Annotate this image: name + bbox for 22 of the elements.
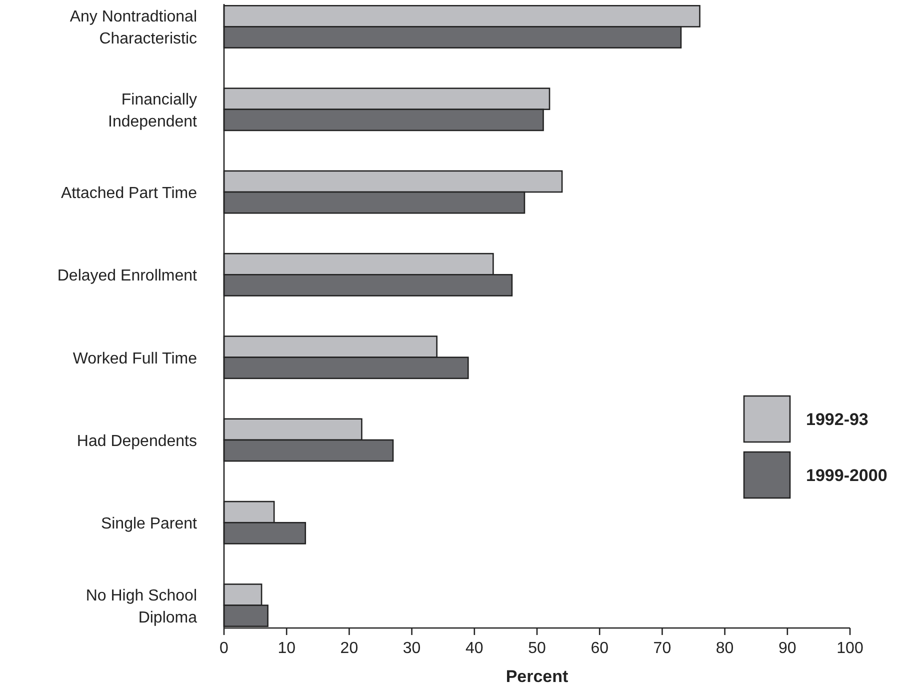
x-tick-label: 10 (278, 640, 296, 657)
y-tick-label: Single Parent (100, 516, 198, 533)
x-tick-label: 90 (778, 640, 796, 657)
y-tick-label: Attached Part Time (60, 185, 198, 202)
y-tick-label: Financially Independent (108, 91, 198, 130)
x-tick-label: 40 (466, 640, 484, 657)
text: 1992-93 (806, 410, 868, 429)
x-tick-label: 80 (716, 640, 734, 657)
y-tick-label: Had Dependents (76, 432, 197, 450)
y-tick-label: Worked Full Time (72, 350, 198, 368)
x-tick-label: 30 (402, 640, 421, 657)
x-tick-label: 100 (836, 640, 864, 657)
x-tick-label: 50 (528, 640, 546, 657)
x-axis-title: Percent (506, 667, 569, 686)
y-tick-label: No High School Diploma (86, 587, 198, 626)
x-tick-label: 0 (220, 640, 229, 657)
x-tick-label: 20 (340, 640, 358, 657)
text: 1999-2000 (806, 466, 888, 485)
y-tick-label: Any Nontradtional Characteristic (70, 8, 197, 48)
y-tick-label: Delayed Enrollment (57, 268, 198, 285)
x-tick-label: 60 (590, 640, 609, 657)
x-tick-label: 70 (653, 640, 672, 657)
